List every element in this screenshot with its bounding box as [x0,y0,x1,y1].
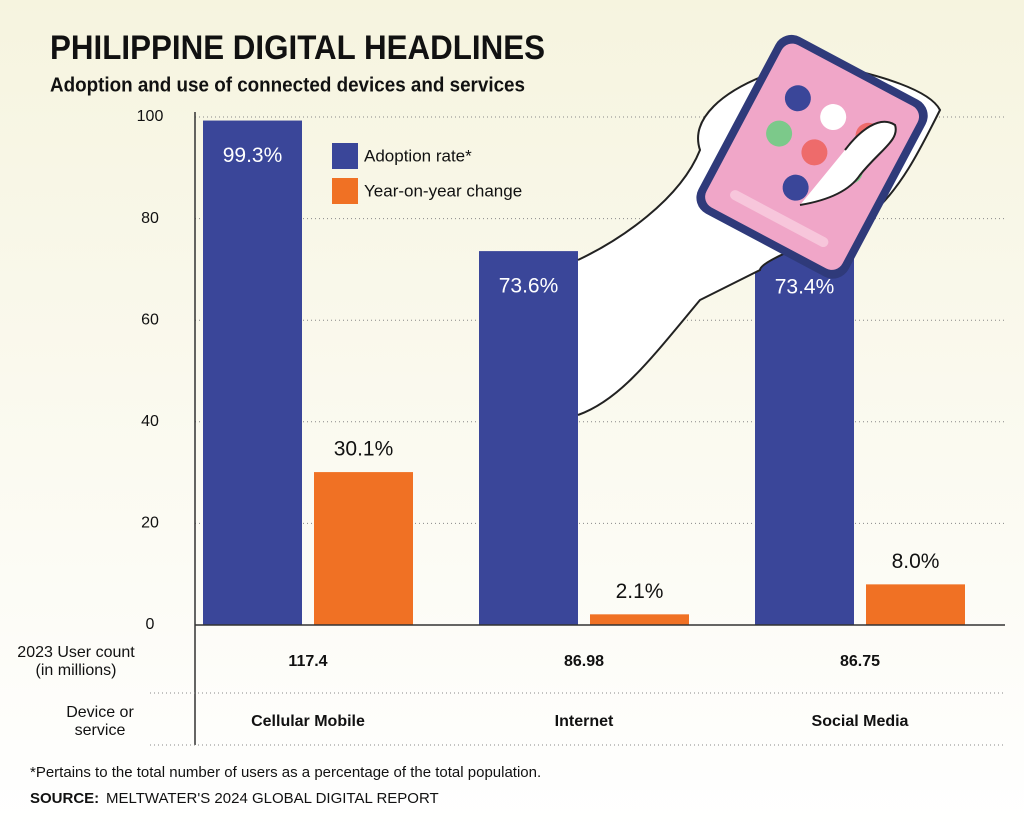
bar [314,472,413,625]
bar [590,614,689,625]
y-tick-label: 80 [141,210,159,227]
value-label: 8.0% [892,550,940,573]
chart-subtitle: Adoption and use of connected devices an… [50,74,525,96]
y-tick-label: 60 [141,311,159,328]
y-tick-label: 20 [141,515,159,532]
bar [479,251,578,625]
value-label: 73.6% [499,275,559,298]
row-label: 2023 User count [17,644,135,661]
value-label: 99.3% [223,144,283,167]
value-label: 73.4% [775,276,835,299]
y-tick-label: 40 [141,413,159,430]
legend-swatch [332,178,358,204]
footnote: *Pertains to the total number of users a… [30,764,541,781]
legend-label: Adoption rate* [364,146,472,165]
y-tick-label: 100 [137,108,164,125]
x-axis-label: Device or [66,704,134,721]
x-tick-label: Social Media [812,713,909,730]
bar [203,120,302,625]
hand-phone-illustration [577,34,942,416]
user-count: 117.4 [288,653,327,670]
source-label: SOURCE: [30,790,99,807]
bar [866,584,965,625]
legend-label: Year-on-year change [364,181,522,200]
bar [755,252,854,626]
x-tick-label: Internet [555,713,614,730]
x-axis-label: service [75,722,126,739]
y-tick-label: 0 [146,616,155,633]
value-label: 2.1% [616,580,664,603]
legend-swatch [332,143,358,169]
source-text: MELTWATER'S 2024 GLOBAL DIGITAL REPORT [106,790,439,807]
user-count: 86.75 [840,653,880,670]
x-tick-label: Cellular Mobile [251,713,365,730]
value-label: 30.1% [334,438,394,461]
chart-title: PHILIPPINE DIGITAL HEADLINES [50,29,545,67]
user-count: 86.98 [564,653,604,670]
row-label: (in millions) [36,662,117,679]
